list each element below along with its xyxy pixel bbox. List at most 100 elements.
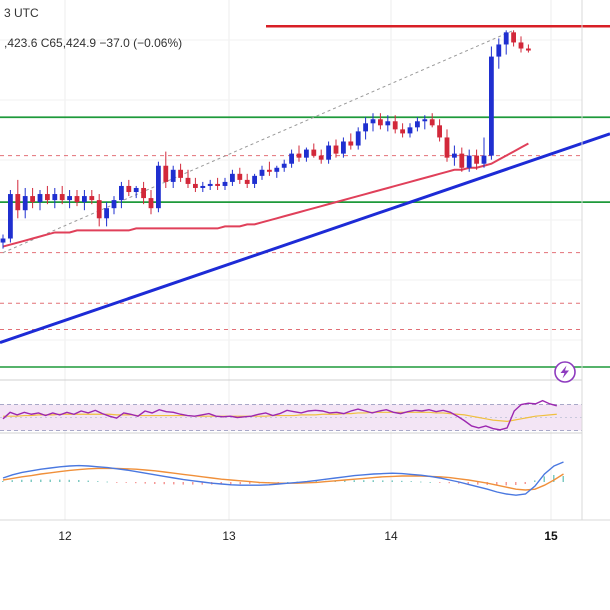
macd-hist-bar-3: [30, 479, 32, 482]
macd-hist-bar-5: [49, 479, 51, 482]
macd-hist-bar-12: [116, 482, 118, 483]
macd-hist-bar-41: [391, 480, 393, 482]
macd-hist-bar-10: [97, 481, 99, 482]
macd-hist-bar-16: [154, 482, 156, 484]
candle-body-58: [429, 119, 435, 126]
candle-body-67: [496, 44, 502, 57]
candle-body-49: [363, 123, 368, 132]
candle-body-28: [207, 183, 213, 186]
candle-body-14: [104, 208, 109, 219]
candle-body-21: [156, 165, 161, 209]
macd-hist-bar-59: [562, 476, 564, 482]
candle-body-3: [22, 196, 28, 211]
candle-body-9: [67, 196, 72, 201]
trend-line: [0, 132, 610, 345]
candle-body-60: [444, 137, 450, 158]
rsi-line: [2, 399, 557, 431]
price-panel[interactable]: [0, 25, 610, 368]
candle-body-17: [126, 185, 132, 193]
candle-body-68: [503, 32, 509, 45]
candle-body-52: [385, 121, 391, 126]
candle-body-33: [244, 179, 250, 184]
macd-hist-bar-1: [11, 480, 13, 482]
header-ohlc: ,423.6 C65,424.9 −37.0 (−0.06%): [4, 36, 182, 50]
time-axis: 12 13 14 15: [58, 529, 558, 543]
candle-body-7: [52, 194, 58, 201]
candle-body-35: [259, 169, 265, 176]
macd-hist-bar-47: [448, 482, 450, 484]
macd-hist-bar-6: [59, 479, 61, 482]
candle-body-64: [474, 155, 479, 164]
header-timezone: 3 UTC: [4, 6, 39, 20]
candle-body-30: [222, 181, 228, 186]
candle-body-31: [230, 173, 235, 182]
candle-body-6: [45, 194, 50, 201]
macd-hist-bar-20: [192, 482, 194, 485]
candle-body-55: [407, 127, 413, 134]
candle-body-1: [8, 194, 13, 239]
x-tick-label-13: 13: [222, 529, 236, 543]
candle-body-16: [119, 185, 124, 201]
macd-hist-bar-8: [78, 480, 80, 482]
x-tick-label-12: 12: [58, 529, 72, 543]
macd-hist-bar-45: [429, 482, 431, 483]
candle-body-40: [296, 153, 302, 158]
candle-body-20: [148, 198, 154, 209]
macd-hist-bar-33: [315, 481, 317, 482]
candle-body-5: [37, 194, 43, 203]
macd-hist-bar-57: [543, 476, 545, 482]
lightning-bolt-icon[interactable]: [554, 361, 576, 383]
candle-body-41: [304, 149, 309, 158]
candle-body-23: [170, 169, 176, 182]
macd-hist-bar-23: [220, 482, 222, 485]
macd-hist-bar-14: [135, 482, 137, 484]
candle-body-0: [0, 238, 6, 243]
macd-hist-bar-54: [515, 482, 517, 485]
candle-body-63: [466, 155, 472, 168]
candle-body-47: [348, 141, 354, 146]
candle-body-53: [392, 121, 398, 130]
candle-body-38: [281, 163, 287, 168]
chart-grid: [0, 0, 582, 520]
macd-hist-bar-43: [410, 481, 412, 482]
macd-hist-bar-55: [524, 482, 526, 484]
candle-body-8: [59, 194, 65, 201]
candle-body-57: [422, 119, 428, 122]
macd-hist-bar-42: [401, 480, 403, 482]
macd-hist-bar-2: [21, 479, 23, 482]
candle-body-29: [215, 183, 220, 186]
candle-body-45: [333, 145, 339, 154]
macd-hist-bar-38: [363, 480, 365, 482]
candle-body-54: [400, 129, 405, 134]
candle-body-4: [30, 196, 35, 203]
macd-hist-bar-36: [344, 480, 346, 482]
candle-body-43: [318, 155, 324, 160]
macd-hist-bar-13: [125, 482, 127, 483]
macd-hist-bar-40: [382, 480, 384, 482]
candle-body-32: [237, 173, 243, 180]
macd-hist-bar-49: [467, 482, 469, 485]
candle-body-2: [15, 194, 21, 211]
candle-body-10: [74, 196, 80, 203]
candle-body-46: [341, 141, 346, 154]
candle-body-66: [489, 56, 494, 156]
candle-body-61: [452, 153, 457, 158]
candle-body-37: [274, 167, 280, 172]
macd-hist-bar-58: [553, 475, 555, 482]
macd-hist-bar-39: [372, 480, 374, 482]
candle-body-18: [133, 187, 139, 193]
macd-hist-bar-24: [230, 482, 232, 485]
macd-line: [2, 461, 564, 496]
macd-hist-bar-50: [477, 482, 479, 485]
candle-body-36: [267, 169, 272, 172]
candle-body-12: [89, 196, 95, 201]
x-tick-label-14: 14: [384, 529, 398, 543]
candle-body-15: [111, 200, 117, 209]
macd-hist-bar-0: [2, 481, 4, 482]
macd-panel[interactable]: [2, 461, 564, 496]
candle-body-22: [163, 165, 169, 182]
rsi-panel[interactable]: [0, 399, 582, 431]
candle-body-11: [82, 196, 87, 203]
